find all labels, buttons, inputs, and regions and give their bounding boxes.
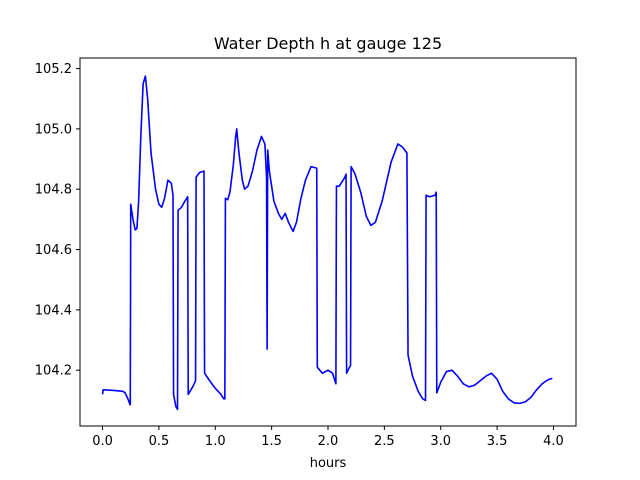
- x-tick-label: 1.0: [205, 434, 226, 449]
- y-tick-label: 104.2: [35, 364, 72, 379]
- y-axis: 104.2 104.4 104.6 104.8 105.0 105.2: [35, 62, 80, 379]
- x-tick-label: 0.5: [149, 434, 170, 449]
- x-tick-label: 3.0: [430, 434, 451, 449]
- series-line-0: [101, 75, 553, 411]
- x-tick-label: 2.0: [318, 434, 339, 449]
- plot-layer: [101, 75, 553, 411]
- x-tick-label: 2.5: [374, 434, 395, 449]
- y-tick-label: 104.6: [35, 243, 72, 258]
- y-tick-label: 105.2: [35, 62, 72, 77]
- y-tick-label: 104.8: [35, 183, 72, 198]
- x-tick-label: 1.5: [261, 434, 282, 449]
- x-tick-label: 0.0: [92, 434, 113, 449]
- x-tick-label: 3.5: [487, 434, 508, 449]
- x-axis-title: hours: [310, 456, 347, 471]
- x-tick-label: 4.0: [543, 434, 564, 449]
- x-axis: 0.0 0.5 1.0 1.5 2.0 2.5 3.0 3.5 4.0: [92, 426, 564, 449]
- chart-title: Water Depth h at gauge 125: [214, 34, 442, 53]
- y-tick-label: 104.4: [35, 303, 72, 318]
- y-tick-label: 105.0: [35, 122, 72, 137]
